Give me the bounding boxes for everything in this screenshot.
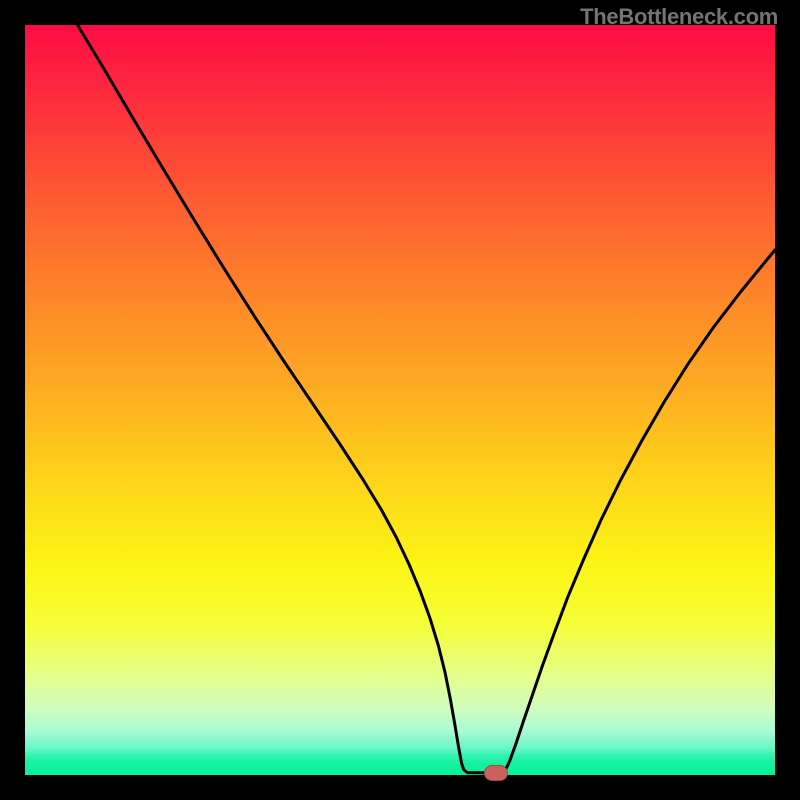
chart-container: TheBottleneck.com <box>0 0 800 800</box>
bottleneck-curve <box>25 25 775 775</box>
watermark-text: TheBottleneck.com <box>580 4 778 30</box>
optimal-point-marker <box>484 765 508 781</box>
plot-area <box>25 25 775 775</box>
